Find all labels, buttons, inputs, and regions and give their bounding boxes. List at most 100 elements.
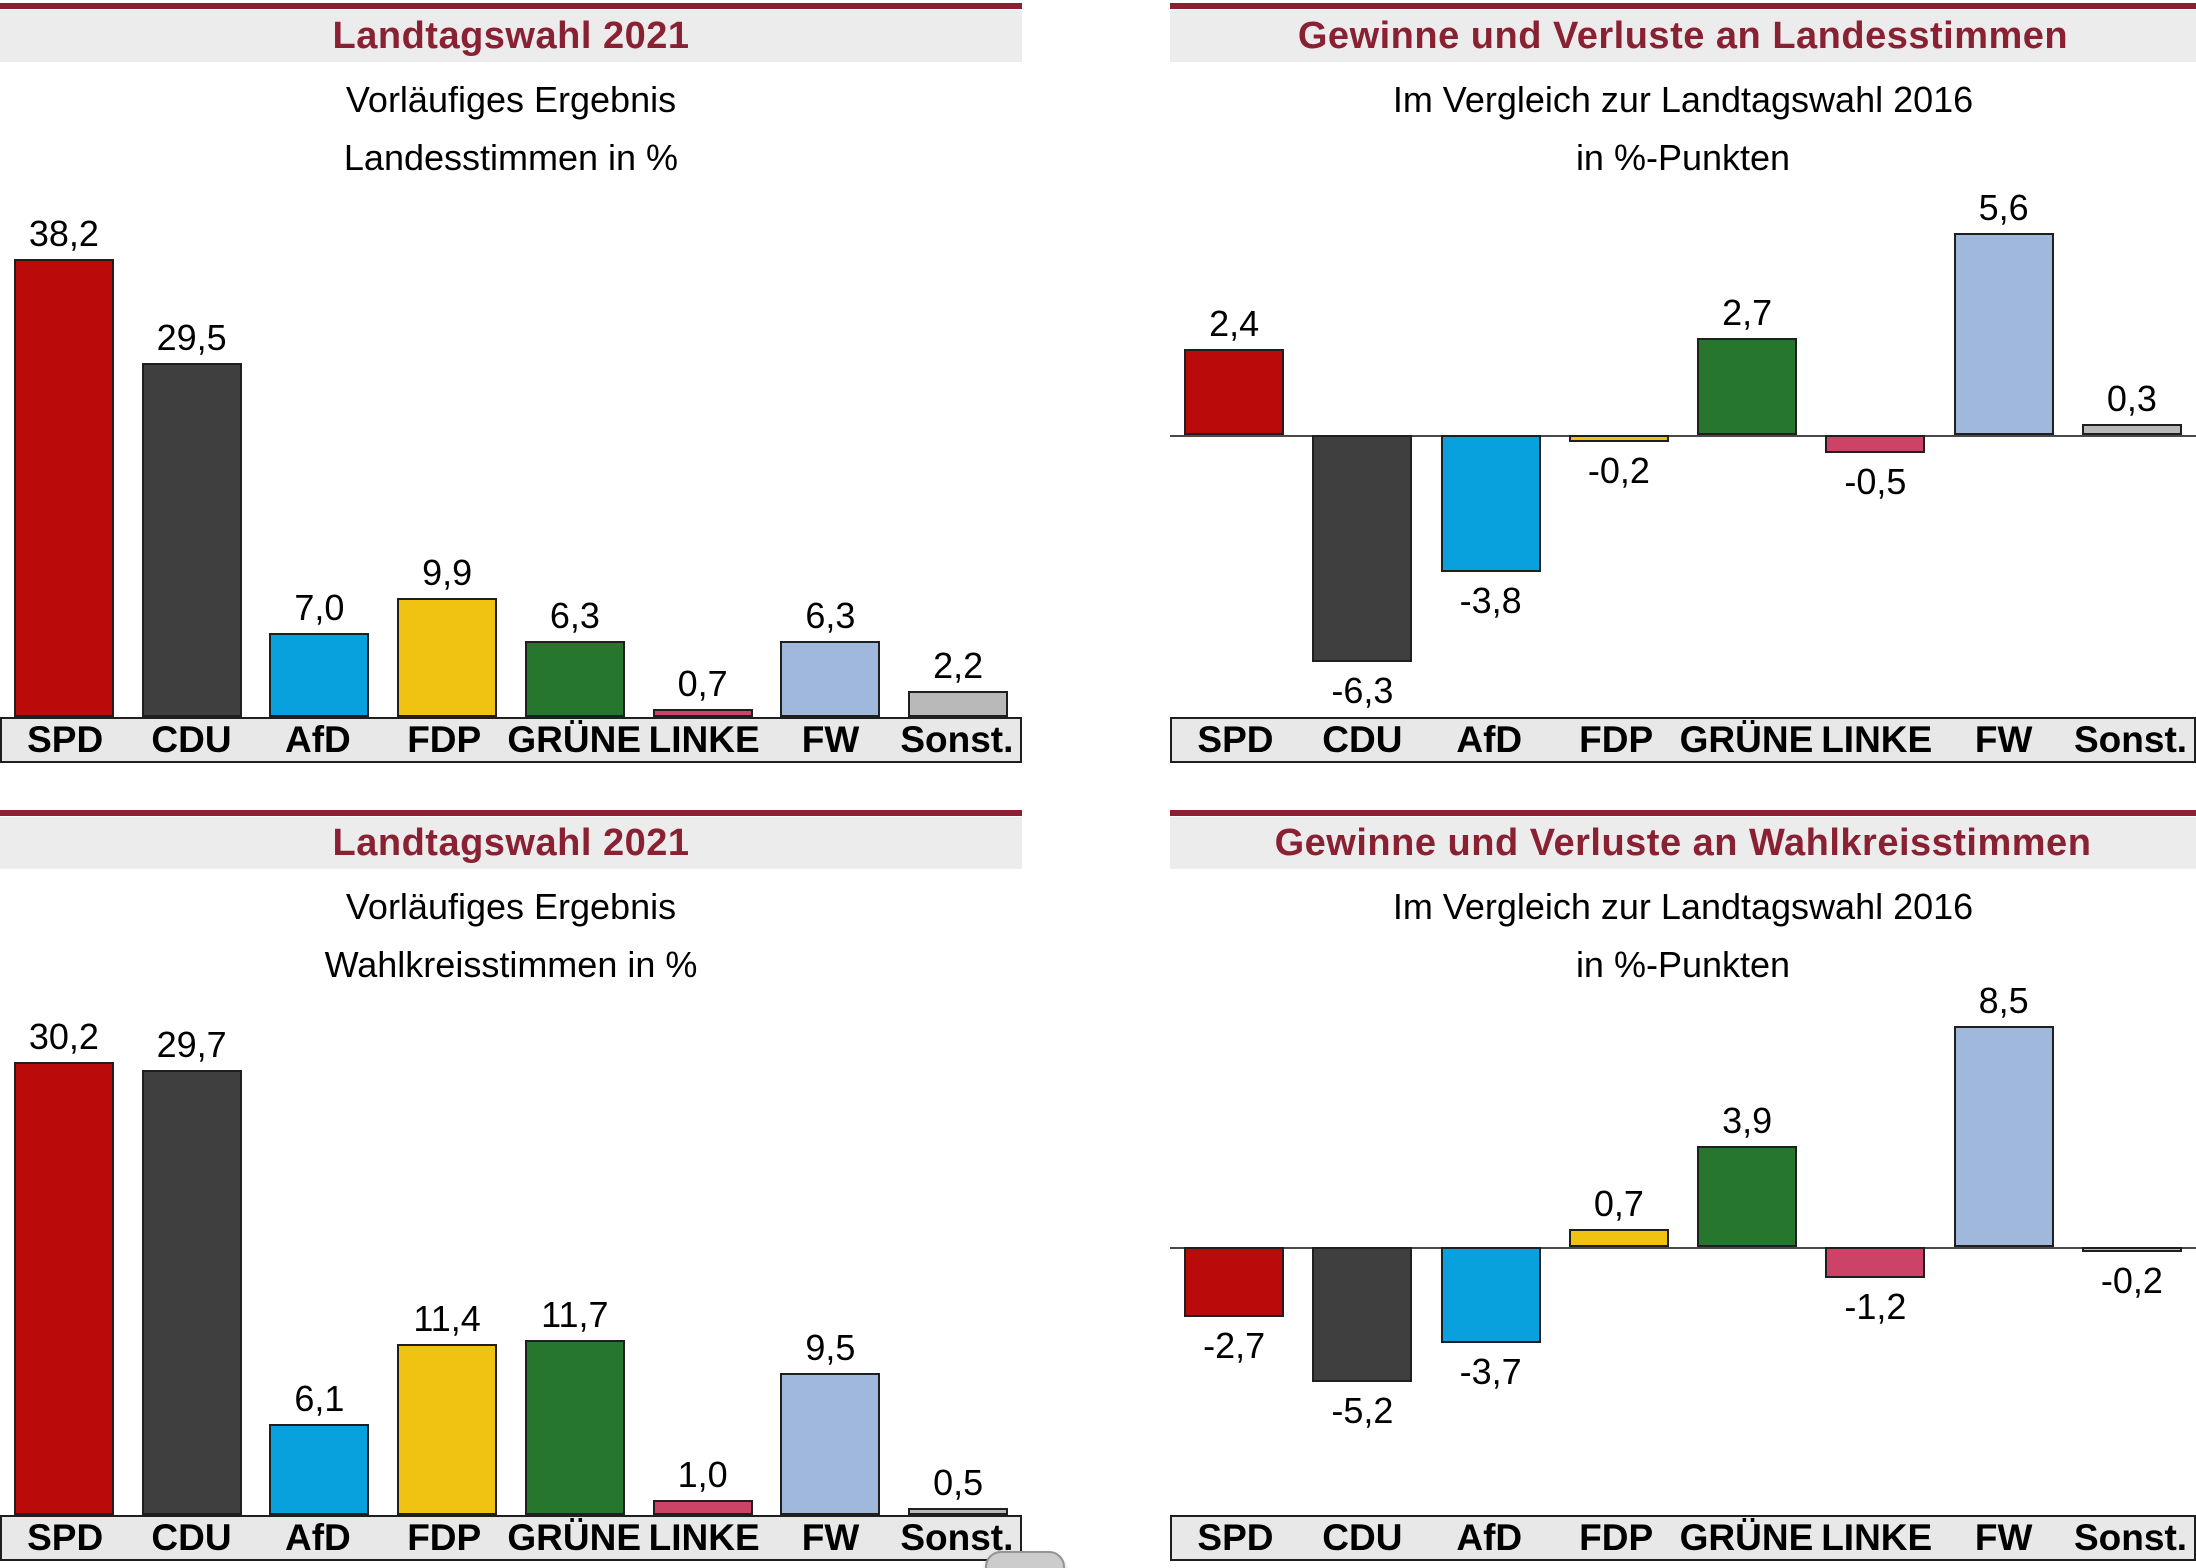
header-rule [0, 3, 1022, 9]
zero-axis-line [1170, 435, 2196, 437]
plot-area: -2,7 -5,2 -3,7 0,7 3,9 -1,2 8,5 -0,2 [1170, 980, 2196, 1515]
title-band: Gewinne und Verluste an Landesstimmen [1170, 10, 2196, 62]
bar-AfD [269, 633, 370, 717]
value-label-FDP: 9,9 [422, 552, 473, 594]
bar-Sonst [908, 690, 1009, 717]
bar-AfD [1440, 435, 1541, 572]
bar-CDU [141, 363, 242, 717]
zero-axis-line [1170, 1247, 2196, 1249]
axis-label-GRÜNE: GRÜNE [507, 719, 641, 760]
bar-LINKE [652, 708, 753, 717]
axis-label-LINKE: LINKE [1821, 719, 1933, 760]
scroll-indicator-icon[interactable] [985, 1551, 1065, 1568]
category-axis: SPD CDU AfD FDP GRÜNE LINKE FW Sonst. [1170, 1515, 2196, 1561]
title-band: Landtagswahl 2021 [0, 817, 1022, 869]
title-band: Gewinne und Verluste an Wahlkreisstimmen [1170, 817, 2196, 869]
bar-Sonst [2081, 424, 2182, 435]
chart-title: Landtagswahl 2021 [332, 14, 690, 57]
value-label-AfD: -3,8 [1459, 579, 1522, 621]
bar-SPD [1184, 1247, 1285, 1318]
value-label-CDU: -5,2 [1331, 1390, 1394, 1432]
axis-label-Sonst: Sonst. [2073, 1517, 2188, 1558]
value-label-CDU: 29,7 [156, 1023, 227, 1065]
axis-label-SPD: SPD [1197, 1517, 1274, 1558]
value-label-SPD: 2,4 [1209, 302, 1260, 344]
bar-GRÜNE [524, 641, 625, 717]
category-axis: SPD CDU AfD FDP GRÜNE LINKE FW Sonst. [0, 717, 1022, 763]
axis-label-LINKE: LINKE [648, 1517, 760, 1558]
value-label-FDP: -0,2 [1587, 450, 1650, 492]
title-band: Landtagswahl 2021 [0, 10, 1022, 62]
value-label-GRÜNE: 2,7 [1722, 291, 1773, 333]
axis-label-SPD: SPD [1197, 719, 1274, 760]
chart-title: Gewinne und Verluste an Landesstimmen [1297, 14, 2069, 57]
chart-subtitle-2: in %-Punkten [1575, 944, 1791, 985]
bar-SPD [13, 258, 114, 717]
header-rule [1170, 3, 2196, 9]
axis-label-FW: FW [1974, 1517, 2033, 1558]
header-rule [0, 810, 1022, 816]
bar-AfD [269, 1423, 370, 1515]
value-label-FW: 8,5 [1978, 980, 2029, 1021]
bar-CDU [1312, 435, 1413, 662]
bar-FW [780, 1372, 881, 1515]
value-label-GRÜNE: 11,7 [541, 1293, 609, 1335]
bar-FDP [397, 1344, 498, 1515]
bar-SPD [13, 1062, 114, 1515]
axis-label-Sonst: Sonst. [900, 719, 1014, 760]
chart-subtitle-1: Vorläufiges Ergebnis [345, 886, 677, 927]
chart-title: Gewinne und Verluste an Wahlkreisstimmen [1274, 821, 2092, 864]
header-rule [1170, 810, 2196, 816]
axis-label-SPD: SPD [27, 1517, 104, 1558]
bar-LINKE [1825, 435, 1926, 453]
bar-FDP [1568, 435, 1669, 443]
chart-wahlkreisstimmen-ergebnis: Landtagswahl 2021 Vorläufiges Ergebnis W… [0, 807, 1022, 1561]
axis-label-FW: FW [1974, 719, 2033, 760]
chart-subtitle-1: Im Vergleich zur Landtagswahl 2016 [1392, 886, 1974, 927]
axis-label-CDU: CDU [151, 1517, 232, 1558]
value-label-LINKE: -1,2 [1844, 1286, 1907, 1328]
axis-label-FDP: FDP [1579, 719, 1654, 760]
bar-AfD [1440, 1247, 1541, 1344]
value-label-GRÜNE: 3,9 [1722, 1099, 1773, 1141]
chart-gewinne-verluste-wahlkreisstimmen: Gewinne und Verluste an Wahlkreisstimmen… [1170, 807, 2196, 1561]
axis-label-AfD: AfD [284, 719, 351, 760]
value-label-Sonst: -0,2 [2100, 1260, 2163, 1302]
value-label-AfD: 6,1 [294, 1377, 345, 1419]
axis-label-CDU: CDU [151, 719, 232, 760]
value-label-Sonst: 2,2 [933, 644, 984, 686]
value-label-LINKE: 0,7 [677, 662, 728, 704]
axis-label-FW: FW [801, 719, 860, 760]
value-label-SPD: -2,7 [1203, 1325, 1266, 1367]
plot-area: 38,2 29,5 7,0 9,9 6,3 0,7 6,3 2,2 [0, 180, 1022, 717]
chart-subtitle-2: in %-Punkten [1575, 137, 1791, 178]
chart-subtitle-2: Wahlkreisstimmen in % [324, 944, 698, 985]
plot-area: 2,4 -6,3 -3,8 -0,2 2,7 -0,5 5,6 0,3 [1170, 180, 2196, 717]
value-label-FDP: 0,7 [1593, 1182, 1644, 1224]
value-label-FW: 5,6 [1978, 187, 2029, 229]
plot-area: 30,2 29,7 6,1 11,4 11,7 1,0 9,5 0,5 [0, 987, 1022, 1515]
bar-GRÜNE [1697, 337, 1798, 435]
bar-CDU [141, 1069, 242, 1515]
bar-Sonst [2081, 1247, 2182, 1253]
value-label-Sonst: 0,3 [2106, 378, 2157, 420]
axis-label-FDP: FDP [407, 1517, 482, 1558]
category-axis: SPD CDU AfD FDP GRÜNE LINKE FW Sonst. [0, 1515, 1022, 1561]
value-label-GRÜNE: 6,3 [549, 595, 600, 637]
bar-CDU [1312, 1247, 1413, 1383]
chart-subtitle-2: Landesstimmen in % [343, 137, 679, 178]
bar-GRÜNE [524, 1339, 625, 1515]
bar-FW [1953, 233, 2054, 435]
value-label-FDP: 11,4 [413, 1298, 481, 1339]
bar-FDP [1568, 1228, 1669, 1247]
axis-label-GRÜNE: GRÜNE [1679, 719, 1814, 760]
bar-LINKE [1825, 1247, 1926, 1279]
bar-GRÜNE [1697, 1145, 1798, 1247]
value-label-Sonst: 0,5 [933, 1461, 984, 1503]
axis-label-FW: FW [801, 1517, 860, 1558]
chart-subtitle-1: Im Vergleich zur Landtagswahl 2016 [1392, 79, 1974, 120]
axis-label-GRÜNE: GRÜNE [507, 1517, 641, 1558]
value-label-LINKE: -0,5 [1844, 461, 1907, 502]
axis-label-AfD: AfD [1456, 1517, 1523, 1558]
